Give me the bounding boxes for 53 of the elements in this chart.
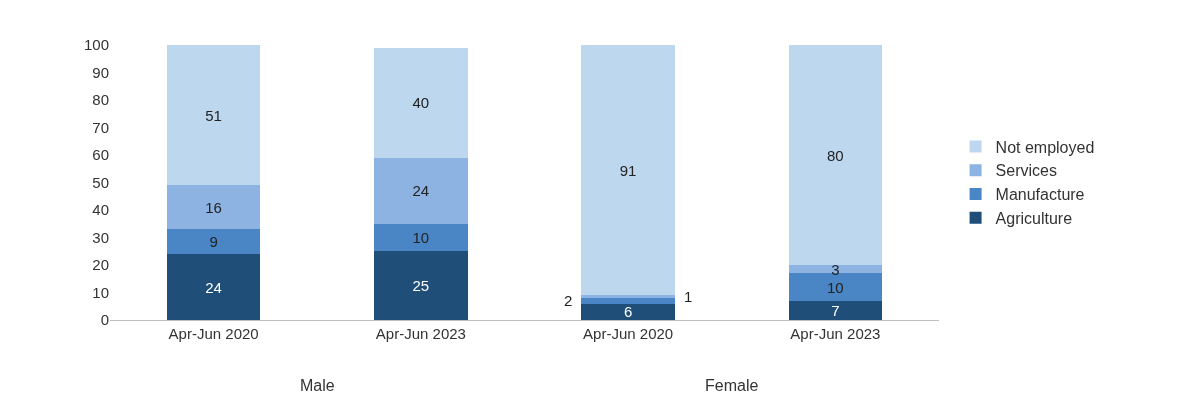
x-tick-label: Apr-Jun 2020 <box>583 325 674 342</box>
data-label: 9 <box>209 233 218 251</box>
x-tick-label: Apr-Jun 2020 <box>168 325 259 342</box>
bar <box>166 229 261 254</box>
y-tick-label: 50 <box>92 173 109 191</box>
bar <box>788 265 883 274</box>
bar <box>374 47 468 158</box>
y-tick-label: 30 <box>92 228 109 246</box>
data-label: 91 <box>619 161 637 179</box>
bar <box>581 295 675 298</box>
y-tick-label: 90 <box>92 63 109 81</box>
legend-label: Services <box>995 162 1057 180</box>
y-tick-label: 40 <box>92 201 109 219</box>
y-tick-label: 10 <box>92 283 109 301</box>
text: Male <box>300 377 335 394</box>
bar <box>788 273 883 301</box>
data-label: 3 <box>831 260 840 278</box>
data-label: 24 <box>412 182 430 200</box>
bar <box>166 254 261 320</box>
data-label: 1 <box>684 288 693 305</box>
legend-label: Agriculture <box>995 210 1073 228</box>
bar <box>788 45 883 265</box>
data-label: 10 <box>827 278 844 296</box>
bar <box>581 303 675 320</box>
data-label: 80 <box>827 146 844 164</box>
bar <box>166 185 261 230</box>
data-label: 6 <box>623 303 633 321</box>
y-tick-label: 60 <box>92 146 109 164</box>
legend-label: Manufacture <box>995 186 1085 204</box>
data-label: 51 <box>205 106 222 124</box>
y-tick-label: 0 <box>100 311 109 329</box>
text: Female <box>705 377 759 394</box>
bar <box>374 223 468 252</box>
bar <box>581 45 675 296</box>
bar <box>374 157 468 224</box>
data-label: 25 <box>412 277 430 295</box>
data-label: 7 <box>831 301 840 319</box>
data-label: 24 <box>205 278 222 296</box>
data-label: 10 <box>412 229 430 246</box>
data-label: 40 <box>412 94 430 112</box>
bar <box>374 251 468 320</box>
y-tick-label: 80 <box>92 91 109 109</box>
legend-label: Not employed <box>995 138 1095 156</box>
data-label: 16 <box>205 198 222 216</box>
y-tick-label: 100 <box>83 36 109 54</box>
y-tick-label: 20 <box>92 256 109 274</box>
bar <box>166 45 261 186</box>
y-tick-label: 70 <box>92 118 109 136</box>
x-tick-label: Apr-Jun 2023 <box>790 325 881 342</box>
data-label: 2 <box>564 292 573 309</box>
bar <box>788 300 883 320</box>
bar <box>581 298 675 304</box>
x-tick-label: Apr-Jun 2023 <box>375 325 466 342</box>
